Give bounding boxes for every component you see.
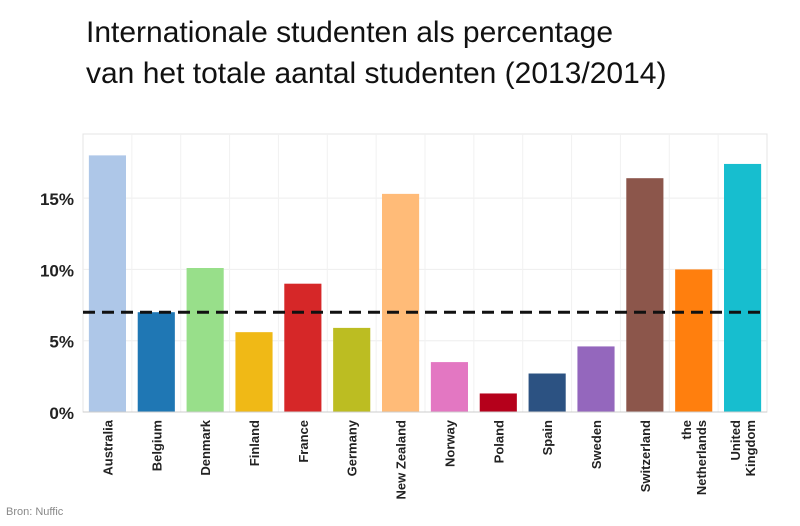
- chart-title-line-2: van het totale aantal studenten (2013/20…: [86, 57, 667, 90]
- x-tick-label: Belgium: [149, 420, 164, 471]
- bar-spain: [528, 373, 566, 412]
- y-tick-label: 5%: [49, 333, 74, 352]
- bar-poland: [479, 393, 517, 412]
- x-tick-label: Finland: [247, 420, 262, 466]
- x-tick-label: Spain: [540, 420, 555, 455]
- y-tick-label: 0%: [49, 404, 74, 423]
- chart-title-line-1: Internationale studenten als percentage: [86, 16, 614, 49]
- y-tick-label: 10%: [40, 261, 74, 280]
- source-note: Bron: Nuffic: [6, 506, 64, 518]
- x-tick-label: Sweden: [589, 420, 604, 469]
- bar-australia: [88, 155, 126, 412]
- x-tick-label: Poland: [491, 420, 506, 463]
- x-tick-label: France: [296, 420, 311, 463]
- bar-denmark: [186, 268, 224, 412]
- x-tick-label: UnitedKingdom: [728, 420, 758, 476]
- bar-sweden: [577, 346, 615, 412]
- x-tick-label: Switzerland: [638, 420, 653, 492]
- x-tick-label: New Zealand: [394, 420, 409, 500]
- bar-switzerland: [626, 178, 664, 412]
- bar-belgium: [137, 312, 175, 412]
- bar-the-netherlands: [675, 269, 713, 412]
- bar-united-kingdom: [724, 163, 762, 412]
- chart-title: Internationale studenten als percentage …: [86, 12, 666, 94]
- bar-norway: [430, 362, 468, 412]
- y-tick-label: 15%: [40, 190, 74, 209]
- bar-new-zealand: [382, 193, 420, 412]
- bar-finland: [235, 332, 273, 412]
- x-tick-label: theNetherlands: [679, 420, 709, 495]
- x-tick-label: Australia: [100, 419, 115, 475]
- x-tick-label: Germany: [345, 419, 360, 476]
- x-tick-label: Denmark: [198, 419, 213, 475]
- bar-germany: [333, 327, 371, 412]
- bar-france: [284, 283, 322, 412]
- x-tick-label: Norway: [442, 419, 457, 467]
